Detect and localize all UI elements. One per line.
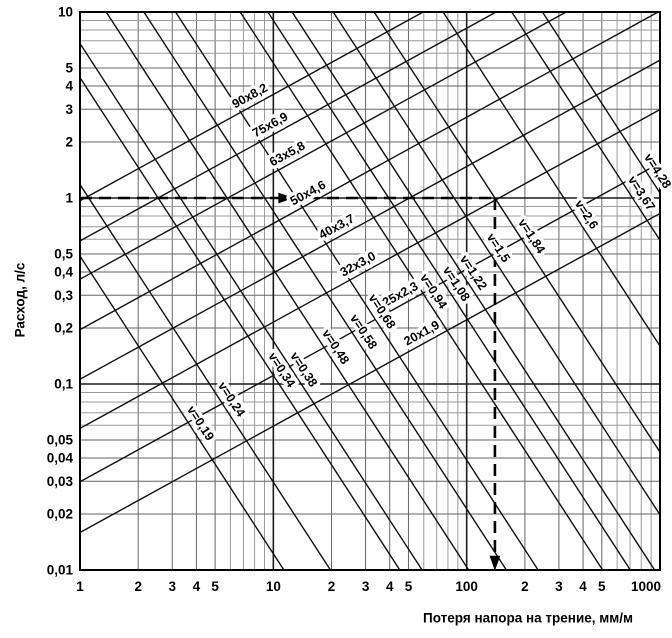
velocity-label: v=1,5	[484, 231, 513, 265]
x-tick-label: 4	[386, 579, 394, 594]
velocity-line	[239, 11, 604, 571]
velocity-line	[442, 11, 661, 347]
y-tick-label: 0,02	[47, 507, 73, 522]
y-tick-label: 0,01	[47, 563, 74, 578]
x-tick-label: 2	[521, 579, 529, 594]
y-tick-label: 0,4	[54, 265, 73, 280]
velocity-line	[291, 11, 656, 571]
x-tick-label: 10	[266, 579, 281, 594]
y-tick-label: 0,03	[47, 474, 74, 489]
velocity-line	[79, 184, 332, 571]
pipe-line	[79, 11, 497, 242]
y-tick-label: 0,2	[54, 321, 73, 336]
x-tick-label: 4	[579, 579, 587, 594]
y-tick-label: 0,3	[54, 288, 73, 303]
x-tick-label: 3	[555, 579, 563, 594]
pipe-line	[79, 59, 661, 380]
x-tick-label: 5	[405, 579, 413, 594]
example-arrow-down	[489, 555, 501, 571]
pipe-line	[79, 212, 661, 534]
x-tick-label: 2	[134, 579, 142, 594]
velocity-line	[373, 11, 661, 453]
y-tick-label: 4	[65, 79, 73, 94]
y-tick-label: 5	[65, 60, 73, 75]
pipe-line	[79, 108, 661, 430]
x-axis-title: Потеря напора на трение, мм/м	[423, 610, 633, 626]
velocity-line	[105, 11, 470, 571]
plot-border	[79, 11, 661, 571]
pipe-line	[79, 11, 424, 202]
x-tick-label: 100	[455, 579, 478, 594]
velocity-line	[541, 11, 661, 194]
velocity	[79, 11, 661, 571]
pipe-line	[79, 11, 567, 280]
velocity-line	[79, 255, 285, 571]
x-tick-label: 4	[193, 579, 201, 594]
y-tick-label: 1	[65, 191, 73, 206]
x-tick-label: 3	[362, 579, 370, 594]
x-tick-label: 1	[76, 579, 84, 594]
x-tick-label: 1000	[631, 579, 661, 594]
example-arrow-right	[278, 192, 294, 204]
velocity-line	[79, 43, 423, 571]
y-tick-label: 3	[65, 102, 73, 117]
y-axis-title: Расход, л/с	[12, 262, 28, 338]
velocity-line	[79, 77, 401, 571]
velocity-line	[267, 11, 631, 571]
line-labels: 90x8,275x6,963x5,850x4,640x3,732x3,025x2…	[181, 77, 672, 447]
y-tick-label: 0,5	[54, 246, 73, 261]
velocity-line	[511, 11, 661, 241]
grid	[79, 11, 661, 571]
x-tick-labels: 1 2 3 4 5 10 2 3 4 5 100 2 3 4 5 1000	[76, 579, 661, 594]
x-tick-label: 3	[168, 579, 176, 594]
pipe-line	[79, 162, 661, 483]
pipe-line	[79, 11, 659, 331]
x-tick-label: 2	[328, 579, 336, 594]
x-tick-label: 5	[598, 579, 606, 594]
x-tick-label: 5	[211, 579, 219, 594]
pipe	[79, 11, 661, 534]
y-tick-label: 10	[58, 5, 73, 20]
y-tick-label: 0,05	[47, 432, 74, 447]
example-trace	[80, 192, 501, 571]
y-tick-label: 2	[65, 135, 73, 150]
velocity-line	[332, 11, 661, 516]
velocity-line	[143, 11, 507, 571]
y-tick-label: 0,1	[54, 377, 73, 392]
y-tick-labels: 10 5 4 3 2 1 0,5 0,4 0,3 0,2 0,1 0,05 0,04 0,03 0,02 0,…	[47, 5, 74, 578]
velocity-line	[174, 11, 539, 571]
y-tick-label: 0,04	[47, 451, 74, 466]
